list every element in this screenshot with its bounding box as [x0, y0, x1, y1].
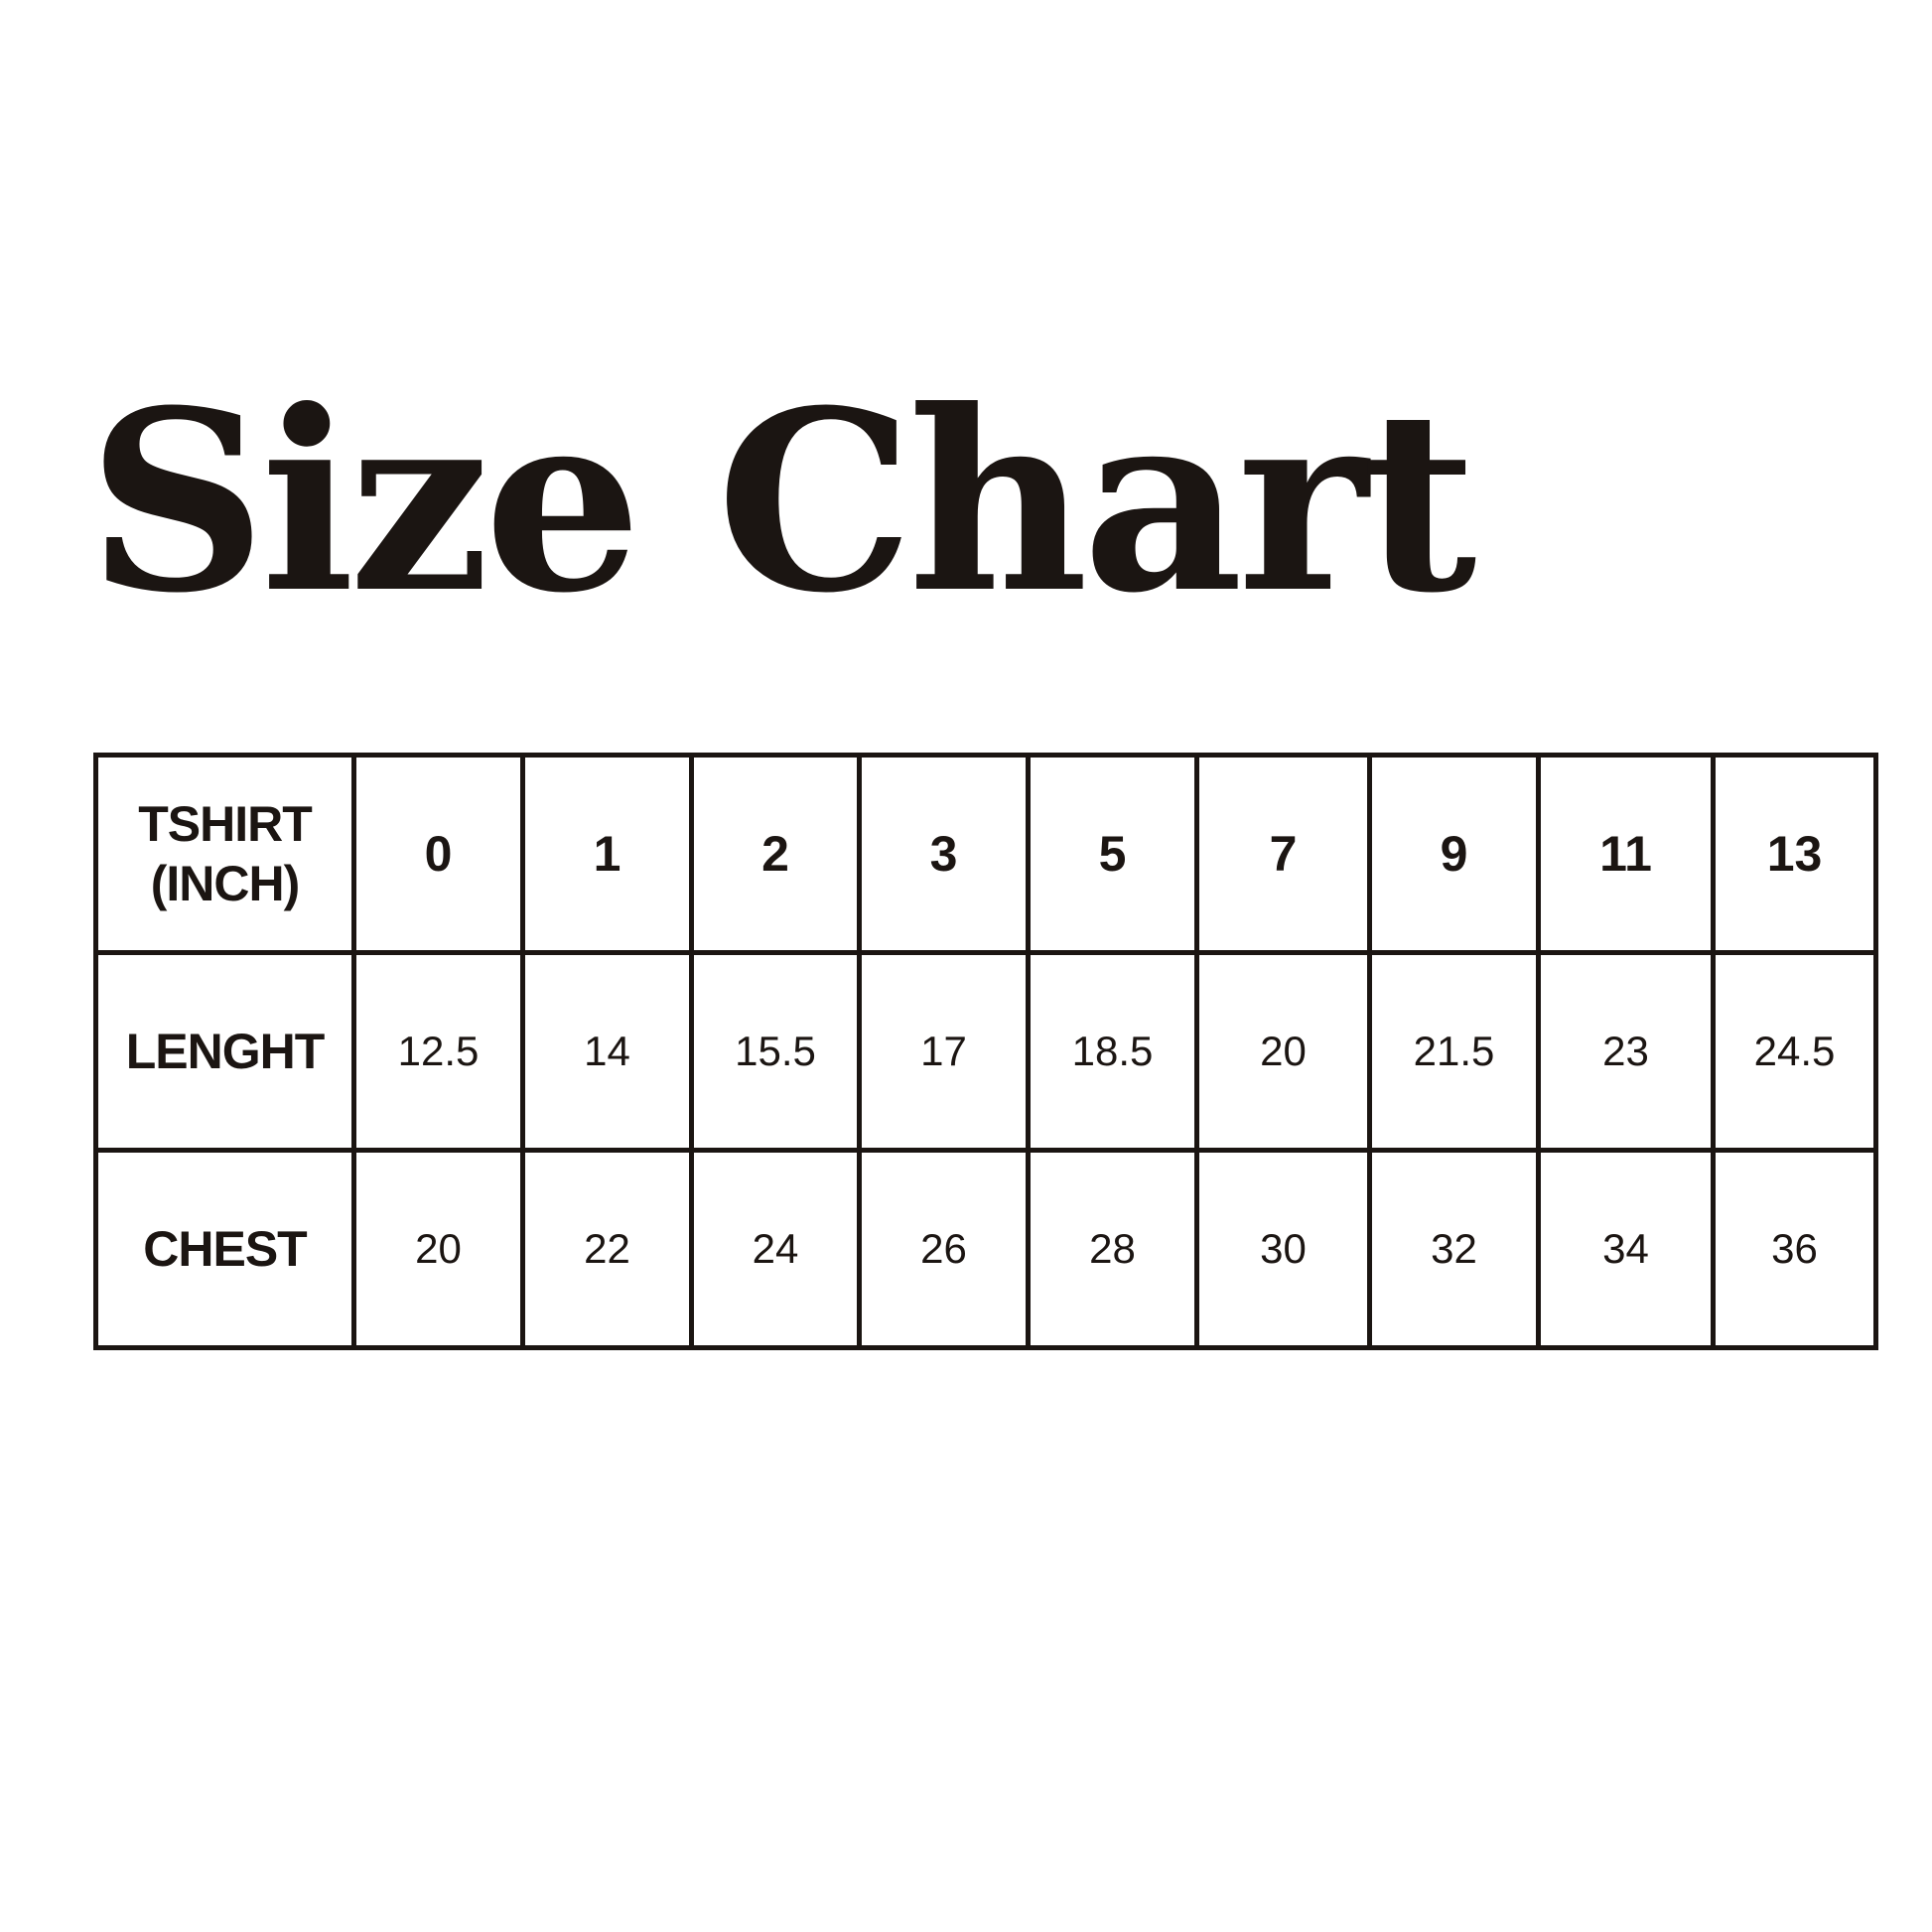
corner-header: TSHIRT (INCH): [93, 753, 356, 955]
table-cell: 20: [1194, 950, 1372, 1153]
row-label-length: LENGHT: [93, 950, 356, 1153]
table-cell: 17: [857, 950, 1031, 1153]
size-header: 2: [689, 753, 862, 955]
page-title: Size Chart: [87, 355, 1476, 647]
table-cell: 22: [520, 1148, 694, 1350]
table-cell: 18.5: [1026, 950, 1199, 1153]
header-row: TSHIRT (INCH) 0 1 2 3 5 7 9 11 13: [93, 753, 1878, 955]
size-header: 9: [1367, 753, 1541, 955]
size-header: 11: [1536, 753, 1716, 955]
table-cell: 24.5: [1711, 950, 1878, 1153]
table-cell: 14: [520, 950, 694, 1153]
corner-label-line1: TSHIRT: [138, 796, 313, 852]
row-label-chest: CHEST: [93, 1148, 356, 1350]
table-cell: 23: [1536, 950, 1716, 1153]
table-cell: 34: [1536, 1148, 1716, 1350]
size-header: 7: [1194, 753, 1372, 955]
size-header: 3: [857, 753, 1031, 955]
table-cell: 28: [1026, 1148, 1199, 1350]
table-row-length: LENGHT 12.5 14 15.5 17 18.5 20 21.5 23 24.5: [93, 950, 1878, 1153]
size-header: 13: [1711, 753, 1878, 955]
table-cell: 20: [351, 1148, 525, 1350]
size-header: 1: [520, 753, 694, 955]
corner-label-line2: (INCH): [150, 856, 301, 911]
table-cell: 26: [857, 1148, 1031, 1350]
size-chart-table: TSHIRT (INCH) 0 1 2 3 5 7 9 11 13 LENGHT 12.5 14 1…: [93, 753, 1878, 1350]
table-cell: 15.5: [689, 950, 862, 1153]
size-header: 0: [351, 753, 525, 955]
table-cell: 21.5: [1367, 950, 1541, 1153]
table-cell: 32: [1367, 1148, 1541, 1350]
table-cell: 30: [1194, 1148, 1372, 1350]
table-cell: 12.5: [351, 950, 525, 1153]
table-cell: 36: [1711, 1148, 1878, 1350]
table-row-chest: CHEST 20 22 24 26 28 30 32 34 36: [93, 1148, 1878, 1350]
size-header: 5: [1026, 753, 1199, 955]
table-cell: 24: [689, 1148, 862, 1350]
